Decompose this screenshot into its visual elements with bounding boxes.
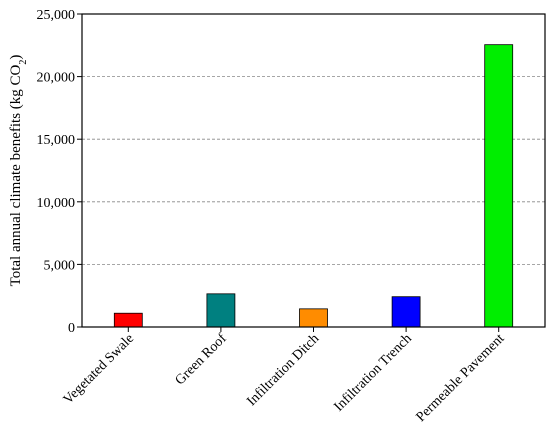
y-axis-label-subscript: 2 (18, 60, 29, 65)
y-axis-label-main: Total annual climate benefits (kg CO (8, 64, 24, 286)
y-tick-label: 25,000 (37, 8, 76, 23)
y-tick-label: 0 (68, 321, 75, 336)
x-tick-label: Green Roof (173, 331, 230, 388)
x-axis-ticks: Vegetated Swale Green Roof Infiltration Di… (61, 327, 508, 425)
bar-infiltration-trench (391, 296, 421, 328)
x-tick-label: Infiltration Ditch (244, 331, 322, 409)
bar-vegetated-swale (113, 312, 143, 328)
bar-green-roof (206, 293, 236, 328)
y-tick-label: 15,000 (37, 133, 76, 148)
y-axis-ticks: 0 5,000 10,000 15,000 20,000 25,000 (37, 8, 82, 336)
gridlines (82, 76, 545, 265)
y-tick-label: 5,000 (44, 258, 76, 273)
bar-infiltration-ditch (299, 308, 328, 328)
bar-permeable-pavement (484, 44, 514, 328)
y-tick-label: 20,000 (37, 71, 76, 86)
x-tick-label: Permeable Pavement (414, 331, 508, 425)
y-tick-label: 10,000 (37, 196, 76, 211)
y-axis-label: Total annual climate benefits (kg CO2) (8, 55, 29, 287)
bars (113, 44, 514, 328)
x-tick-label: Vegetated Swale (61, 331, 137, 407)
x-tick-label: Infiltration Trench (331, 331, 414, 414)
y-axis-label-close: ) (8, 55, 24, 60)
plot-frame (81, 13, 546, 328)
